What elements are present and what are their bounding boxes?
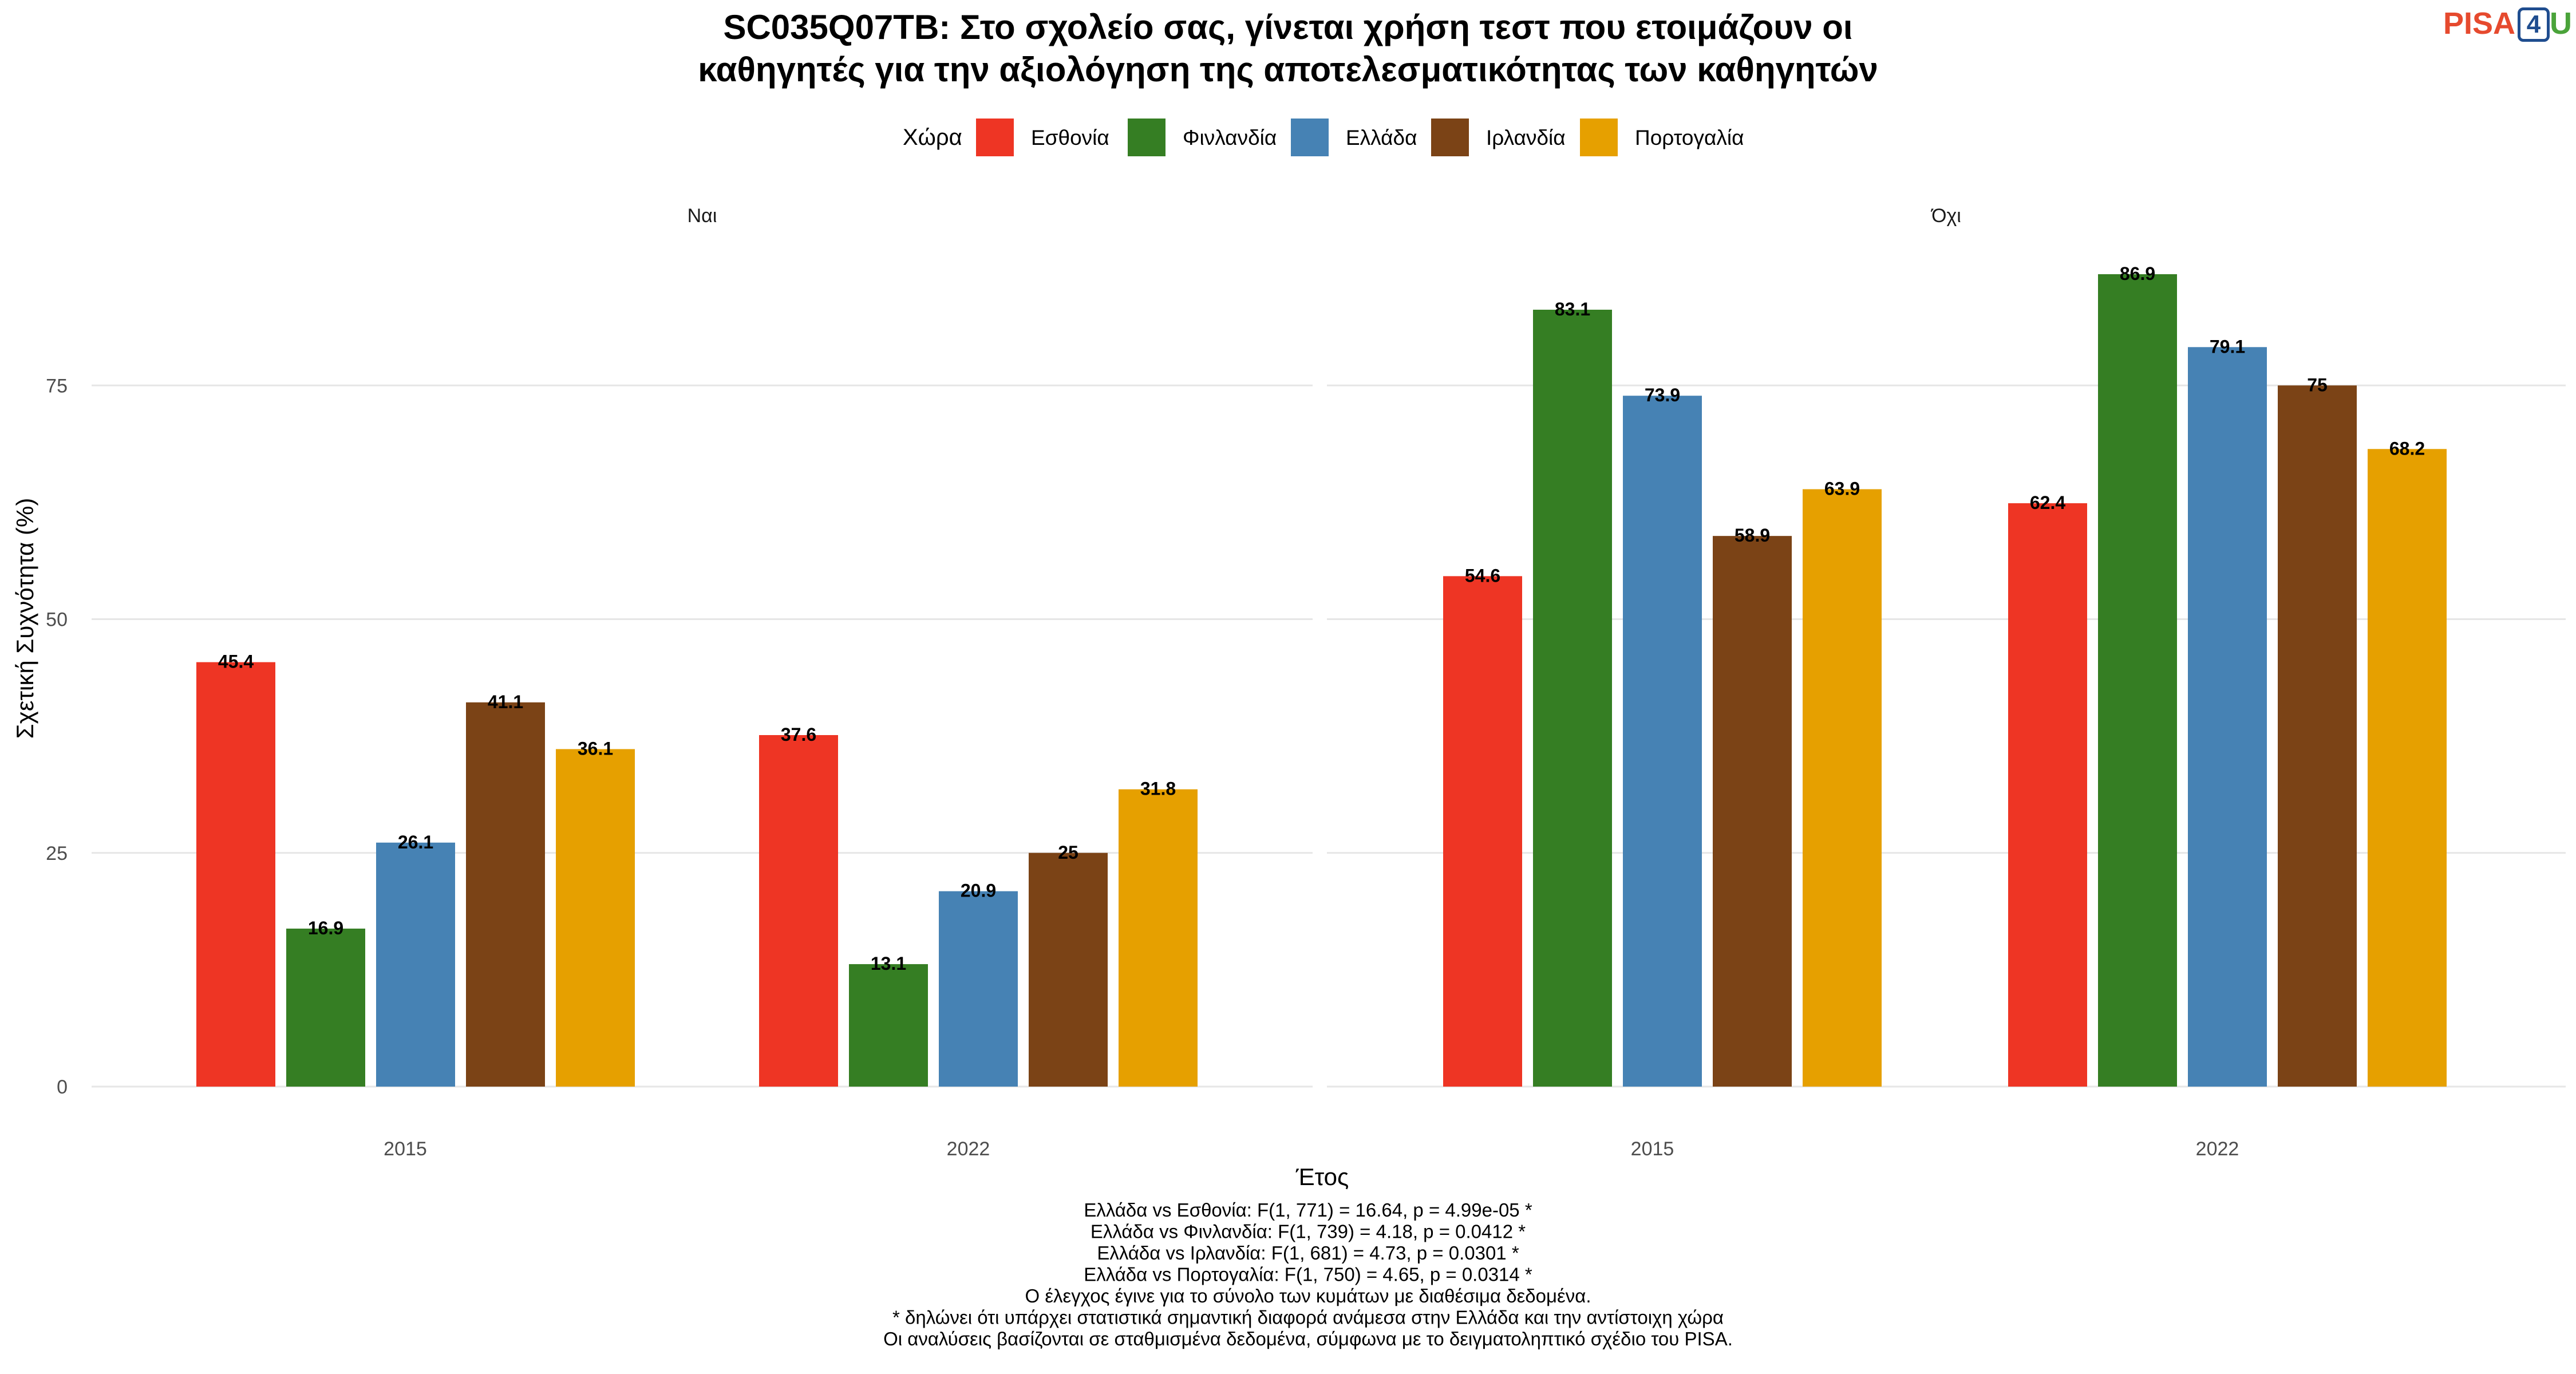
bar-p1-c0-s1 <box>1533 309 1612 1087</box>
legend-label-3: Ιρλανδία <box>1486 126 1566 149</box>
data-label-p0-c1-s3: 25 <box>1058 842 1078 863</box>
data-label-p0-c1-s0: 37.6 <box>781 724 816 745</box>
data-label-p1-c0-s3: 58.9 <box>1735 525 1770 546</box>
caption-line-4: Ο έλεγχος έγινε για το σύνολο των κυμάτω… <box>1025 1285 1591 1306</box>
y-tick-label-0: 0 <box>57 1076 68 1098</box>
bar-p0-c0-s2 <box>376 842 455 1087</box>
bar-p1-c1-s2 <box>2188 347 2267 1087</box>
chart-subtitle: καθηγητές για την αξιολόγηση της αποτελε… <box>698 50 1878 89</box>
y-tick-label-1: 25 <box>46 843 68 864</box>
y-tick-label-3: 75 <box>46 375 68 397</box>
caption-line-0: Ελλάδα vs Εσθονία: F(1, 771) = 16.64, p … <box>1084 1199 1532 1221</box>
data-label-p1-c0-s1: 83.1 <box>1555 299 1590 319</box>
x-tick-label-p1-c1: 2022 <box>2196 1138 2239 1160</box>
bar-p1-c1-s3 <box>2278 385 2357 1087</box>
y-axis-label: Σχετική Συχνότητα (%) <box>11 498 38 739</box>
data-label-p1-c1-s3: 75 <box>2307 374 2328 395</box>
caption-line-6: Οι αναλύσεις βασίζονται σε σταθμισμένα δ… <box>883 1328 1733 1349</box>
data-label-p1-c1-s2: 79.1 <box>2210 336 2245 357</box>
data-label-p1-c0-s4: 63.9 <box>1824 479 1860 499</box>
plot-panels: Ναι 45.4 16.9 26.1 41.1 36.1 2015 37.6 13.1 20.9 2… <box>46 205 2566 1160</box>
panel-label-1: Όχι <box>1930 205 1961 227</box>
bar-p0-c1-s2 <box>939 891 1018 1087</box>
legend-swatch-0 <box>976 119 1014 156</box>
legend-label-2: Ελλάδα <box>1346 126 1417 149</box>
bar-p0-c0-s1 <box>286 929 365 1087</box>
data-label-p0-c1-s4: 31.8 <box>1140 779 1176 799</box>
caption-line-3: Ελλάδα vs Πορτογαλία: F(1, 750) = 4.65, … <box>1084 1264 1532 1285</box>
bar-p1-c1-s1 <box>2098 274 2177 1087</box>
data-label-p0-c1-s2: 20.9 <box>961 881 996 901</box>
bar-p1-c1-s0 <box>2008 503 2087 1087</box>
logo-text-pisa: PISA <box>2443 6 2516 41</box>
bar-p0-c0-s4 <box>556 749 635 1087</box>
legend-swatch-3 <box>1431 119 1469 156</box>
bar-p1-c0-s4 <box>1803 489 1882 1087</box>
logo-text-four: 4 <box>2518 7 2550 42</box>
data-label-p0-c0-s0: 45.4 <box>218 652 254 672</box>
bar-p0-c0-s0 <box>196 662 275 1087</box>
chart-title: SC035Q07TB: Στο σχολείο σας, γίνεται χρή… <box>723 8 1852 46</box>
data-label-p1-c1-s1: 86.9 <box>2120 263 2155 284</box>
bar-p0-c1-s0 <box>759 735 838 1087</box>
data-label-p0-c1-s1: 13.1 <box>871 953 906 974</box>
logo-text-u: U <box>2550 6 2572 41</box>
legend-label-4: Πορτογαλία <box>1635 126 1744 149</box>
data-label-p1-c0-s2: 73.9 <box>1645 385 1680 405</box>
data-label-p0-c0-s1: 16.9 <box>308 918 343 938</box>
bar-p1-c0-s3 <box>1713 536 1792 1087</box>
caption-line-1: Ελλάδα vs Φινλανδία: F(1, 739) = 4.18, p… <box>1091 1221 1526 1242</box>
x-axis-label: Έτος <box>1295 1163 1349 1190</box>
caption-line-2: Ελλάδα vs Ιρλανδία: F(1, 681) = 4.73, p … <box>1097 1242 1519 1264</box>
legend-swatch-4 <box>1580 119 1618 156</box>
y-tick-label-2: 50 <box>46 609 68 631</box>
data-label-p1-c0-s0: 54.6 <box>1465 565 1500 586</box>
bar-p1-c0-s2 <box>1623 396 1702 1087</box>
legend-title: Χώρα <box>903 125 962 150</box>
legend-swatch-2 <box>1291 119 1329 156</box>
x-tick-label-p1-c0: 2015 <box>1631 1138 1674 1160</box>
bar-p0-c1-s3 <box>1029 852 1108 1087</box>
legend-label-1: Φινλανδία <box>1183 126 1277 149</box>
bar-p1-c0-s0 <box>1443 576 1522 1087</box>
bar-p0-c1-s4 <box>1119 789 1198 1087</box>
data-label-p0-c0-s2: 26.1 <box>398 832 433 852</box>
legend-label-0: Εσθονία <box>1031 126 1109 149</box>
pisa4u-logo: PISA 4 U <box>2443 6 2572 42</box>
data-label-p0-c0-s4: 36.1 <box>578 738 613 759</box>
legend: Χώρα Εσθονία Φινλανδία Ελλάδα Ιρλανδία Πορτογ… <box>903 119 1744 156</box>
bar-p0-c1-s1 <box>849 964 928 1087</box>
panel-label-0: Ναι <box>688 205 717 227</box>
bar-p0-c0-s3 <box>466 702 545 1087</box>
caption-annotations: Ελλάδα vs Εσθονία: F(1, 771) = 16.64, p … <box>883 1199 1733 1349</box>
data-label-p1-c1-s4: 68.2 <box>2389 438 2425 459</box>
x-tick-label-p0-c1: 2022 <box>947 1138 990 1160</box>
caption-line-5: * δηλώνει ότι υπάρχει στατιστικά σημαντι… <box>892 1307 1724 1328</box>
data-label-p0-c0-s3: 41.1 <box>488 692 523 712</box>
legend-swatch-1 <box>1128 119 1165 156</box>
data-label-p1-c1-s0: 62.4 <box>2030 492 2065 513</box>
bar-p1-c1-s4 <box>2368 449 2447 1087</box>
x-tick-label-p0-c0: 2015 <box>384 1138 427 1160</box>
